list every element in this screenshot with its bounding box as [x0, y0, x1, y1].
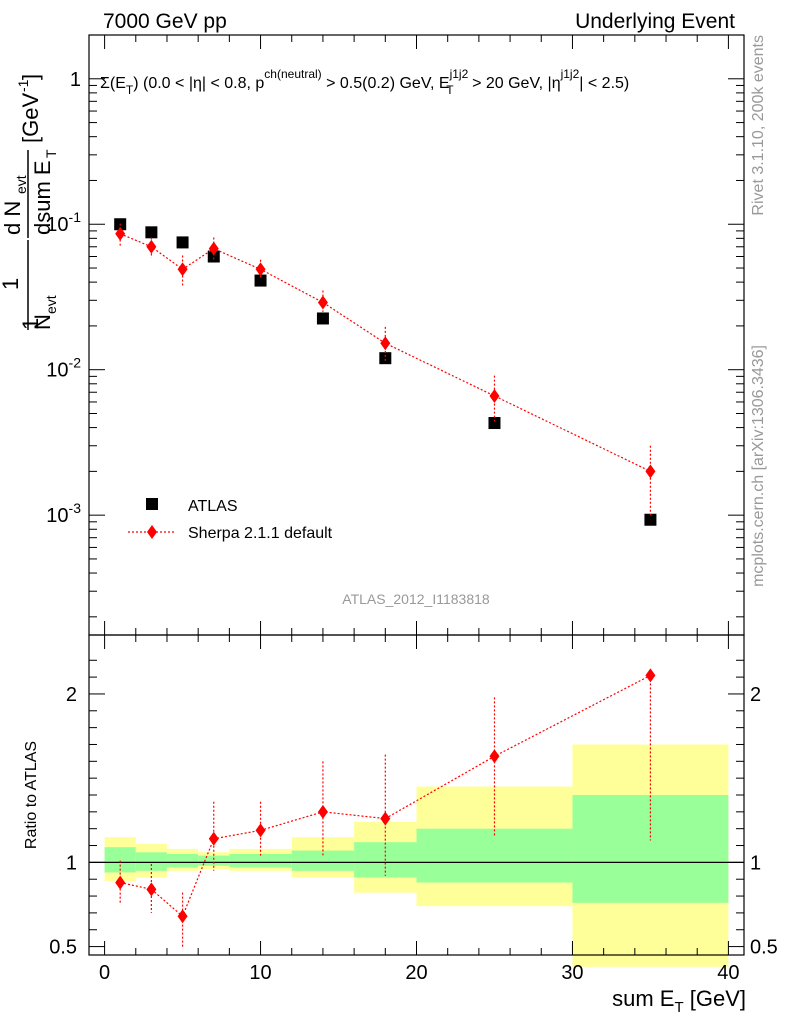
main-plot-title: Σ(ET) (0.0 < |η| < 0.8, pch(neutral) > 0…: [100, 67, 629, 97]
green-band-bin: [291, 850, 355, 871]
header-right: Underlying Event: [575, 10, 735, 33]
sherpa-data-point: [208, 241, 219, 256]
svg-text:T: T: [43, 149, 59, 158]
svg-text:]: ]: [18, 74, 43, 80]
legend: ATLAS Sherpa 2.1.1 default: [128, 498, 333, 542]
ratio-plot-series: [115, 668, 656, 947]
atlas-data-point: [644, 513, 657, 526]
sherpa-data-point: [177, 262, 188, 277]
main-y-tick-label: 1: [70, 69, 81, 91]
sherpa-data-point: [489, 388, 500, 403]
green-band-bin: [416, 828, 573, 883]
sherpa-data-point: [146, 239, 157, 254]
svg-text:[GeV: [GeV: [18, 93, 43, 143]
svg-text:evt: evt: [13, 175, 29, 194]
svg-text:d N: d N: [0, 201, 25, 235]
sherpa-data-point: [317, 295, 328, 310]
main-y-tick-label: 10-3: [46, 500, 81, 527]
rivet-label: Rivet 3.1.10, 200k events: [750, 35, 767, 216]
ratio-y-tick-label: 0.5: [49, 937, 77, 959]
sherpa-ratio-point: [489, 749, 500, 764]
svg-text:-1: -1: [15, 79, 31, 92]
sherpa-data-point: [645, 464, 656, 479]
green-band-bin: [198, 855, 230, 866]
legend-sherpa-label: Sherpa 2.1.1 default: [188, 525, 333, 542]
sherpa-data-point: [115, 226, 126, 241]
header-left: 7000 GeV pp: [103, 10, 227, 33]
main-plot-series: [114, 218, 657, 526]
mcplots-label: mcplots.cern.ch [arXiv:1306.3436]: [750, 345, 767, 587]
ratio-y-tick-label: 2: [66, 684, 77, 706]
svg-text:N: N: [30, 314, 55, 330]
atlas-data-point: [145, 226, 158, 239]
legend-sherpa-marker: [147, 525, 157, 539]
svg-text:1: 1: [18, 318, 43, 330]
green-band-bin: [104, 847, 136, 873]
ratio-y-tick-label-right: 2: [750, 684, 761, 706]
x-tick-label: 40: [717, 962, 739, 984]
sherpa-ratio-point: [177, 909, 188, 924]
x-axis-label: sum ET [GeV]: [612, 986, 746, 1016]
svg-text:1: 1: [0, 278, 23, 290]
main-y-tick-label: 10-2: [46, 355, 81, 382]
sherpa-ratio-point: [146, 882, 157, 897]
atlas-data-point: [379, 352, 392, 365]
main-plot-frame: [88, 34, 745, 636]
sherpa-ratio-point: [645, 668, 656, 683]
atlas-data-point: [207, 250, 220, 263]
main-y-tick-label: 10-1: [46, 209, 81, 236]
ratio-y-axis-label: Ratio to ATLAS: [23, 741, 40, 849]
x-tick-label: 0: [99, 962, 110, 984]
analysis-watermark: ATLAS_2012_I1183818: [342, 591, 490, 607]
green-band-bin: [166, 853, 199, 868]
green-band-bin: [135, 852, 167, 871]
green-band-bin: [572, 795, 729, 903]
legend-atlas-marker: [146, 498, 158, 510]
sherpa-ratio-point: [317, 804, 328, 819]
ratio-y-tick-label: 1: [66, 852, 77, 874]
main-y-axis-label: 1 d N evt dsum E T [GeV -1 ]: [0, 74, 59, 330]
sherpa-ratio-point: [255, 823, 266, 838]
atlas-data-point: [254, 274, 267, 287]
ratio-y-tick-label-right: 0.5: [750, 937, 778, 959]
atlas-data-point: [316, 312, 329, 325]
sherpa-data-point: [380, 336, 391, 351]
svg-text:evt: evt: [43, 295, 59, 314]
atlas-data-point: [176, 236, 189, 249]
legend-atlas-label: ATLAS: [188, 498, 238, 515]
x-tick-label: 20: [405, 962, 427, 984]
svg-text:dsum E: dsum E: [30, 160, 55, 235]
x-tick-label: 10: [249, 962, 271, 984]
ratio-y-tick-label-right: 1: [750, 852, 761, 874]
sherpa-ratio-point: [380, 811, 391, 826]
atlas-data-point: [488, 417, 501, 430]
sherpa-ratio-point: [208, 831, 219, 846]
sherpa-ratio-point: [115, 875, 126, 890]
ratio-uncertainty-bands: [104, 744, 729, 967]
green-band-bin: [229, 853, 292, 868]
x-tick-label: 30: [561, 962, 583, 984]
plot-axes: 0 10 20 30 40 10-3 10-2 10-1 1 0.5 0.5 1 1 2 2: [46, 34, 778, 984]
sherpa-data-point: [255, 262, 266, 277]
